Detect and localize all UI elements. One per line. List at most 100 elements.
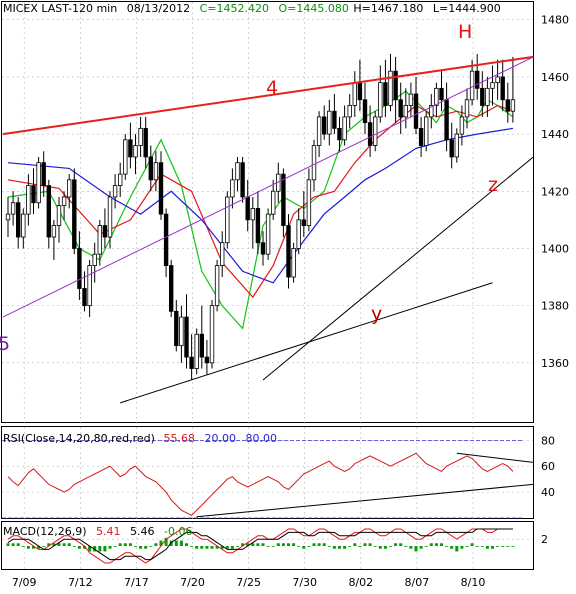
price-y-tick-label: 1380 <box>541 300 569 313</box>
candle-body <box>270 190 276 215</box>
header-high: H=1467.180 <box>353 2 423 15</box>
price-header: MICEX LAST-120 min 08/13/2012 C=1452.420… <box>3 2 501 15</box>
candle-body <box>444 99 449 141</box>
candle-body <box>163 213 169 267</box>
rsi-panel <box>1 426 534 519</box>
macd-histogram-bar <box>205 546 209 549</box>
candle-body <box>97 225 102 255</box>
candle-body <box>480 87 485 106</box>
candle-body <box>219 242 225 267</box>
candle-body <box>31 185 36 204</box>
macd-histogram-bar <box>174 540 178 546</box>
candle-body <box>495 76 500 84</box>
macd-histogram-bar <box>297 546 301 547</box>
candle-body <box>418 127 424 146</box>
candle-body <box>87 265 92 307</box>
candle-body <box>56 205 62 226</box>
macd-histogram-bar <box>190 546 194 547</box>
x-tick-label: 8/02 <box>348 576 373 589</box>
macd-histogram-bar <box>128 543 132 546</box>
macd-y-tick-label: 2 <box>541 533 548 546</box>
macd-histogram-bar <box>200 546 204 549</box>
macd-histogram-bar <box>491 546 494 549</box>
candle-body <box>123 139 128 175</box>
macd-histogram-bar <box>26 546 30 549</box>
macd-histogram-bar <box>256 543 260 546</box>
candle-body <box>240 162 245 198</box>
candle-body <box>372 116 378 146</box>
candle-body <box>332 110 337 129</box>
macd-histogram-bar <box>57 543 61 546</box>
macd-histogram-bar <box>302 546 306 549</box>
macd-histogram-bar <box>83 546 86 549</box>
candle-body <box>245 196 250 221</box>
candle-body <box>260 242 266 255</box>
macd-histogram-bar <box>312 543 316 546</box>
candle-body <box>128 139 133 158</box>
macd-histogram-bar <box>32 546 35 549</box>
candle-body <box>388 70 393 106</box>
macd-histogram-bar <box>195 546 199 549</box>
candle-body <box>357 82 363 101</box>
candle-body <box>199 333 204 358</box>
macd-histogram-bar <box>480 546 484 547</box>
candle-body <box>321 116 327 135</box>
candle-body <box>347 105 352 118</box>
macd-histogram-bar <box>21 546 25 547</box>
candle-body <box>362 99 368 124</box>
candle-body <box>21 213 26 238</box>
macd-panel <box>1 521 534 570</box>
candle-body <box>61 196 67 206</box>
macd-histogram-bar <box>271 546 275 547</box>
x-tick-label: 7/17 <box>124 576 149 589</box>
macd-histogram-bar <box>67 543 71 546</box>
macd-histogram-bar <box>164 537 168 546</box>
candle-body <box>204 356 210 364</box>
candle-body <box>301 219 306 226</box>
macd-histogram-bar <box>261 543 265 546</box>
macd-histogram-bar <box>358 546 362 547</box>
macd-histogram-bar <box>394 543 398 546</box>
candle-body <box>41 162 46 186</box>
macd-histogram-bar <box>11 543 15 546</box>
candle-body <box>281 173 286 226</box>
macd-histogram-bar <box>373 546 377 547</box>
x-tick-label: 7/12 <box>68 576 93 589</box>
rsi-y-tick-label: 80 <box>541 434 555 447</box>
candle-body <box>36 162 41 204</box>
candle-body <box>408 93 414 106</box>
trend-line-black <box>120 282 493 404</box>
candle-body <box>102 225 108 238</box>
candle-body <box>112 185 118 198</box>
header-date: 08/13/2012 <box>127 2 190 15</box>
macd-histogram-bar <box>485 546 489 549</box>
candle-body <box>454 133 459 158</box>
candle-body <box>179 316 184 347</box>
candle-body <box>474 70 480 89</box>
rsi-series <box>2 439 534 519</box>
macd-histogram-bar <box>123 543 127 546</box>
candle-body <box>403 105 408 118</box>
macd-histogram-bar <box>470 543 474 546</box>
macd-histogram-bar <box>389 546 392 547</box>
x-tick-label: 8/07 <box>405 576 430 589</box>
macd-histogram-bar <box>455 546 459 552</box>
candle-body <box>413 93 419 129</box>
rsi-trend-line <box>196 483 534 518</box>
macd-histogram-bar <box>144 546 148 549</box>
candle-body <box>148 156 153 181</box>
candle-body <box>316 116 322 146</box>
price-y-tick-label: 1400 <box>541 242 569 255</box>
candle-body <box>383 82 388 106</box>
candle-body <box>67 179 72 198</box>
candle-body <box>434 87 439 106</box>
header-open: O=1445.080 <box>279 2 349 15</box>
candle-body <box>505 99 510 112</box>
price-y-tick-label: 1360 <box>541 357 569 370</box>
candle-body <box>10 202 16 215</box>
macd-histogram-bar <box>77 546 81 549</box>
candle-body <box>469 70 475 101</box>
macd-histogram-bar <box>154 543 158 546</box>
trend-line-purple <box>2 56 534 318</box>
